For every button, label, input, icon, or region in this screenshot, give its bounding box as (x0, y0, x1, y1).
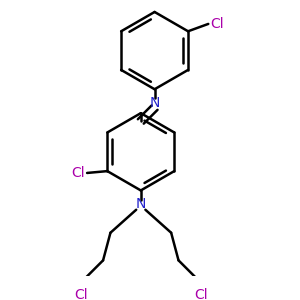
Text: N: N (136, 197, 146, 211)
Text: Cl: Cl (194, 288, 207, 300)
Text: Cl: Cl (210, 17, 224, 31)
Text: Cl: Cl (74, 288, 88, 300)
Text: Cl: Cl (72, 166, 85, 180)
Text: N: N (149, 96, 160, 110)
